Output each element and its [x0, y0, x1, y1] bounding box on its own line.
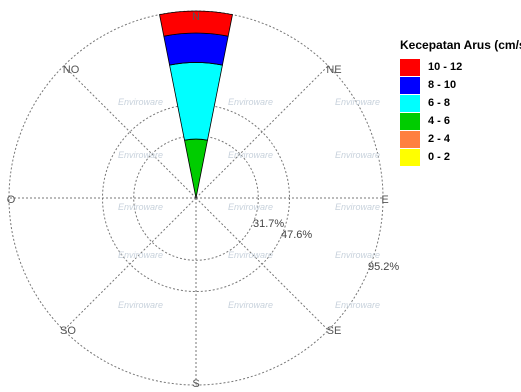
legend-swatch	[400, 76, 420, 94]
sector-n-6-8	[169, 62, 223, 141]
grid-spoke-ne	[195, 65, 329, 199]
legend-swatch	[400, 112, 420, 130]
legend-label: 4 - 6	[428, 115, 451, 127]
watermark-text: Enviroware	[335, 150, 380, 160]
ring-label-3: 95.2%	[368, 261, 399, 273]
direction-label-ne: NE	[326, 64, 341, 76]
legend-item: 6 - 8	[400, 94, 521, 112]
direction-label-so: SO	[60, 325, 76, 337]
watermark-text: Enviroware	[335, 97, 380, 107]
ring-label-2: 47.6%	[281, 229, 312, 241]
direction-label-e: E	[381, 194, 388, 206]
watermark-text: Enviroware	[228, 202, 273, 212]
grid-spoke-se	[195, 197, 329, 331]
watermark-text: Enviroware	[118, 300, 163, 310]
watermark-text: Enviroware	[228, 250, 273, 260]
legend-label: 2 - 4	[428, 133, 451, 145]
legend-label: 10 - 12	[428, 61, 463, 73]
labels: N NE E SE S SO O NO 31.7%47.6% 95.2%	[7, 11, 400, 390]
watermark-text: Enviroware	[118, 202, 163, 212]
grid-spoke-so	[63, 197, 197, 331]
legend-item: 0 - 2	[400, 148, 521, 166]
sector-n-4-6	[184, 138, 208, 199]
watermark-text: Enviroware	[228, 300, 273, 310]
legend-swatch	[400, 58, 420, 76]
direction-label-o: O	[7, 194, 16, 206]
watermark-text: Enviroware	[335, 202, 380, 212]
watermark-text: Enviroware	[335, 300, 380, 310]
direction-label-s: S	[192, 378, 199, 390]
legend-swatch	[400, 94, 420, 112]
direction-label-se: SE	[327, 325, 342, 337]
legend: Kecepatan Arus (cm/s) 10 - 12 8 - 10 6 - 8…	[400, 38, 521, 166]
sector-n-8-10	[163, 32, 229, 66]
watermark-text: Enviroware	[335, 250, 380, 260]
watermark-text: Enviroware	[228, 150, 273, 160]
legend-item: 8 - 10	[400, 76, 521, 94]
legend-label: 8 - 10	[428, 79, 457, 91]
grid-spoke-no	[63, 65, 197, 199]
direction-label-no: NO	[63, 64, 80, 76]
legend-title: Kecepatan Arus (cm/s)	[400, 38, 521, 52]
watermark-text: Enviroware	[228, 97, 273, 107]
watermark-text: Enviroware	[118, 250, 163, 260]
legend-swatch	[400, 130, 420, 148]
sector-n-10-12	[159, 10, 233, 37]
ring-label-1: 31.7%	[253, 218, 284, 230]
legend-swatch	[400, 148, 420, 166]
legend-item: 10 - 12	[400, 58, 521, 76]
legend-item: 2 - 4	[400, 130, 521, 148]
watermark-text: Enviroware	[118, 97, 163, 107]
watermark-text: Enviroware	[118, 150, 163, 160]
sectors	[159, 10, 233, 199]
watermarks: Enviroware Enviroware Enviroware Enviroware…	[118, 97, 380, 310]
direction-label-n: N	[192, 11, 200, 23]
legend-item: 4 - 6	[400, 112, 521, 130]
legend-label: 6 - 8	[428, 97, 451, 109]
legend-label: 0 - 2	[428, 151, 451, 163]
